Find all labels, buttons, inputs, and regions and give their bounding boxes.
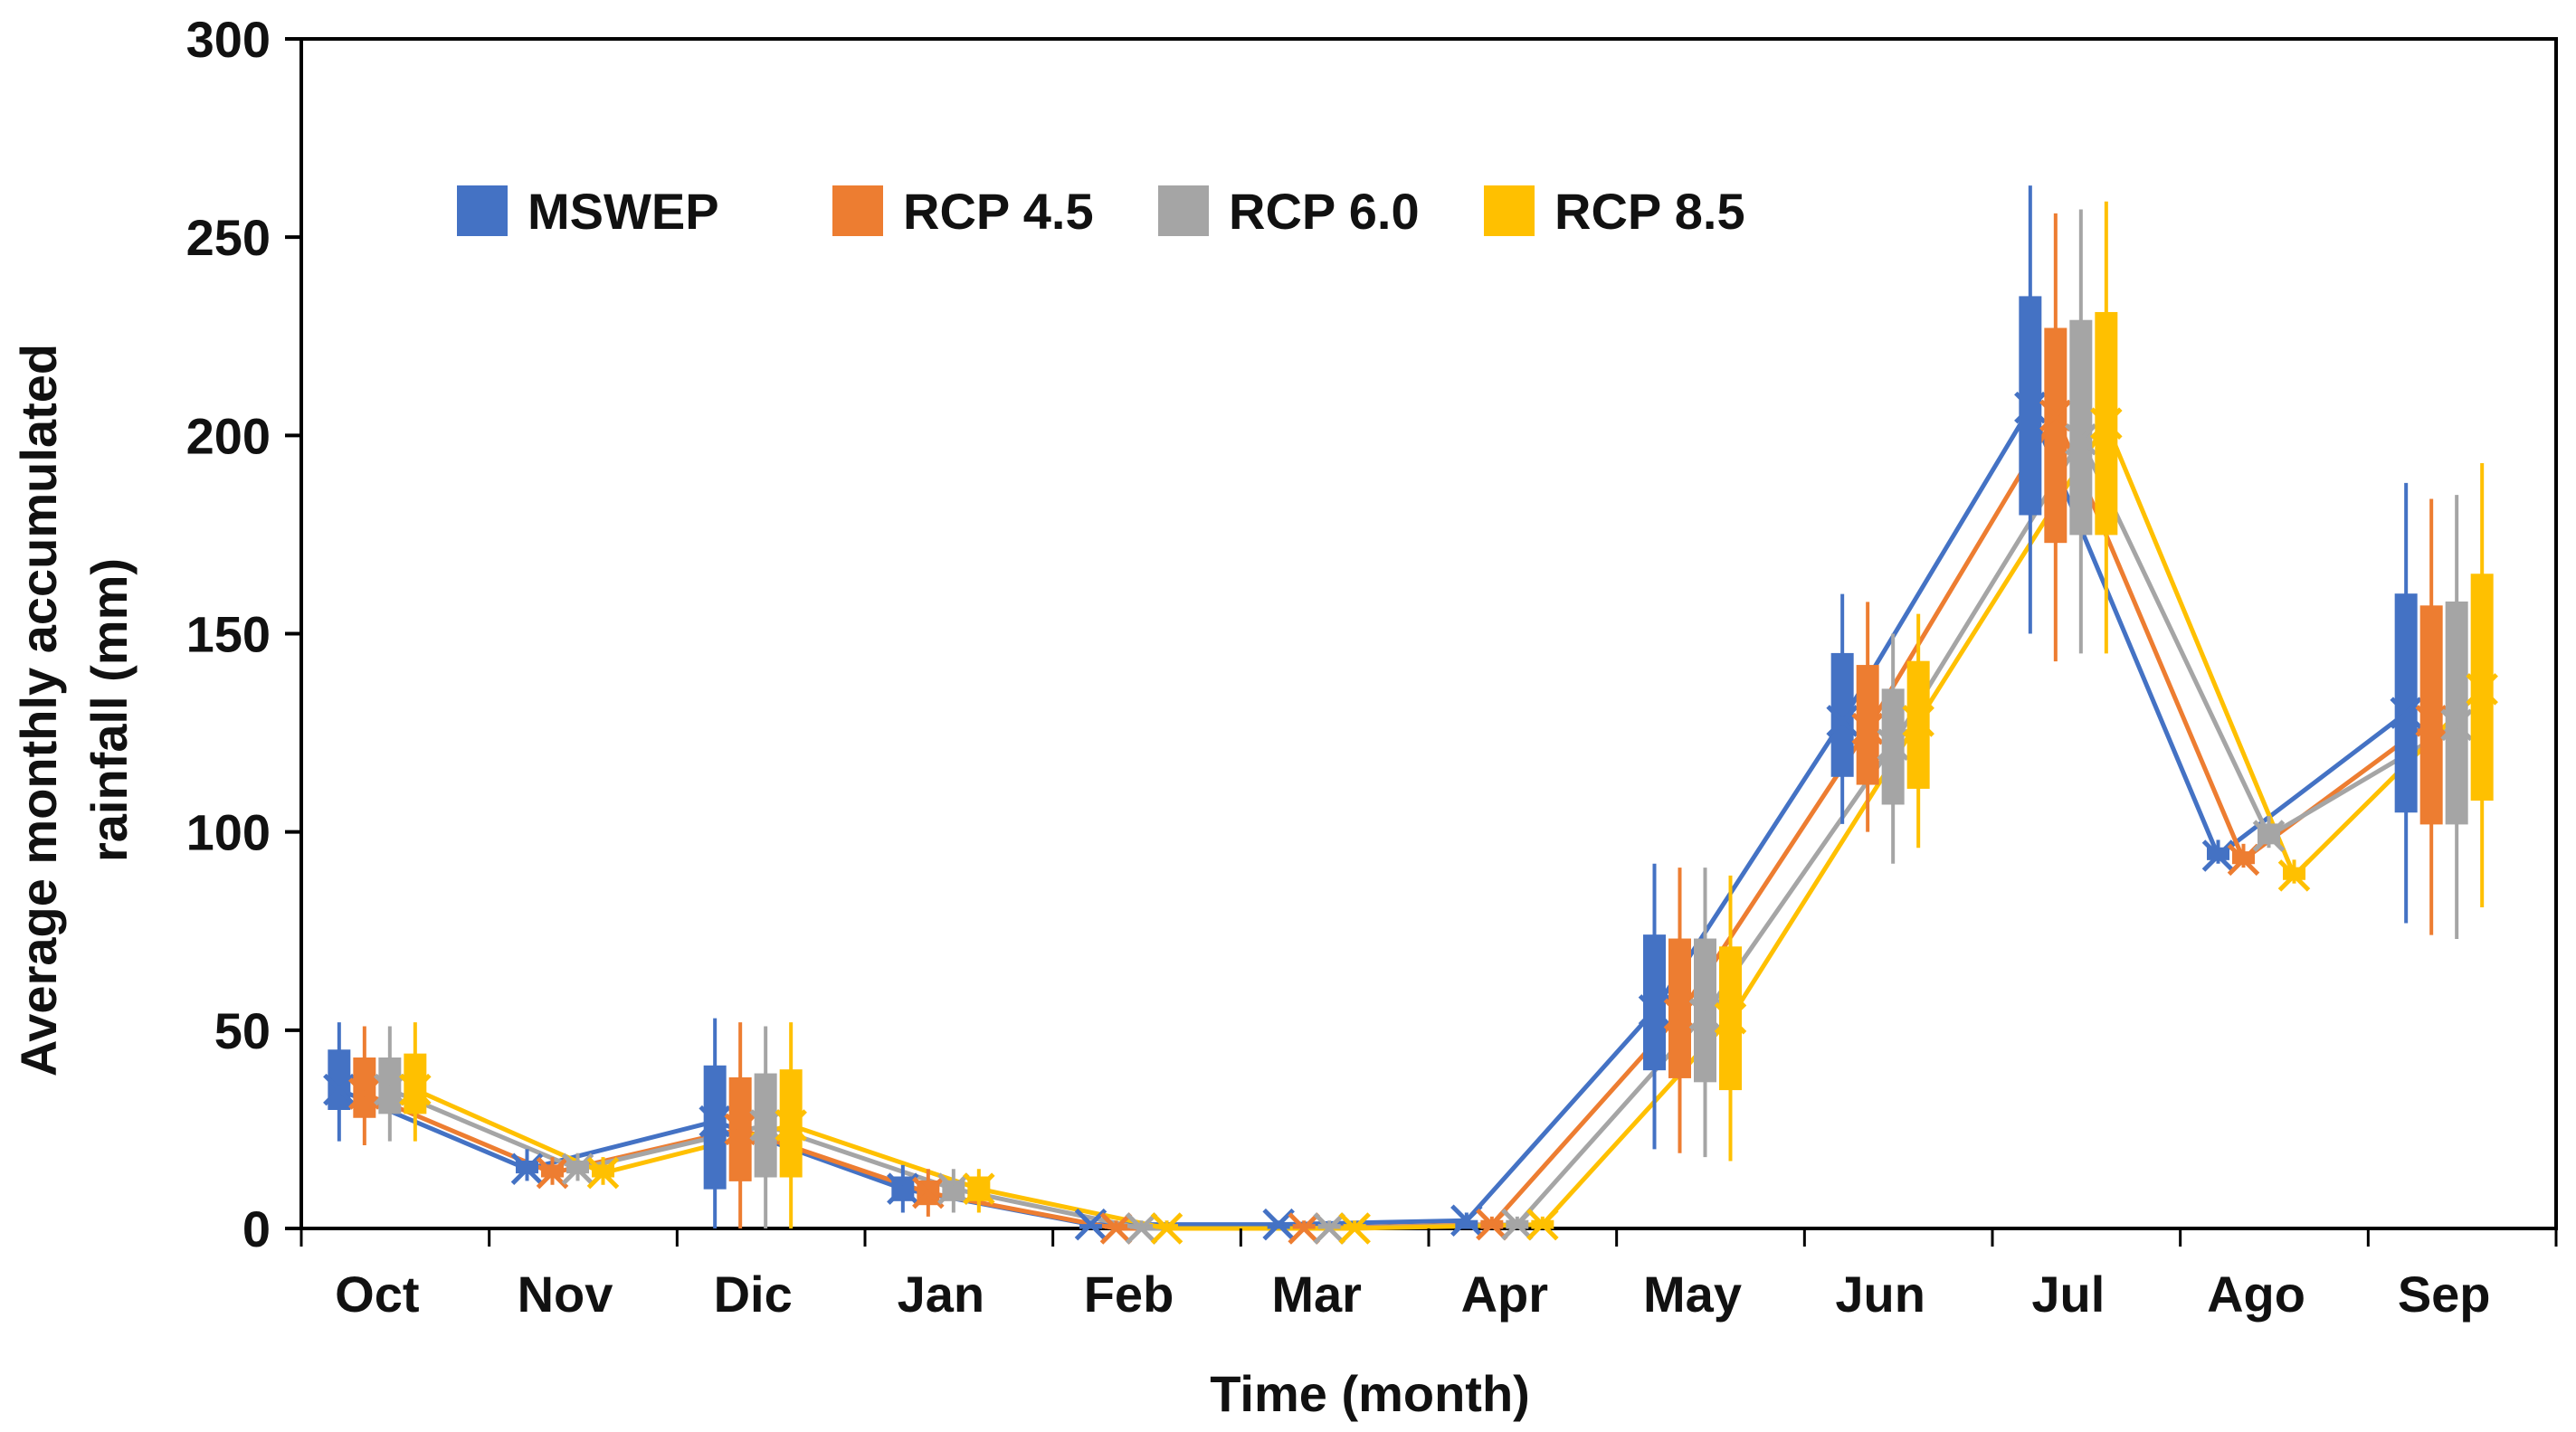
mean-marker [1877,728,1909,762]
mean-marker [1902,705,1934,737]
mean-marker [2390,697,2422,729]
legend-label: RCP 8.5 [1554,183,1745,240]
mean-marker [2252,820,2286,852]
mean-marker [2415,705,2448,737]
y-tick-label: 0 [242,1200,271,1257]
mean-marker [1826,705,1858,737]
box [1694,938,1716,1083]
mean-marker [2440,708,2473,742]
series-line [363,410,2433,1231]
mean-marker [1288,1212,1320,1245]
mean-marker [749,1109,782,1142]
mean-marker [775,1109,807,1142]
mean-marker [399,1073,432,1106]
mean-marker [963,1172,995,1205]
legend-label: RCP 4.5 [903,183,1094,240]
box [2044,327,2067,544]
x-tick-label: Feb [1084,1266,1174,1323]
legend-label: RCP 6.0 [1229,183,1420,240]
y-tick-label: 50 [214,1002,271,1059]
y-tick-label: 150 [186,606,271,663]
mean-marker [1262,1208,1295,1241]
legend-label: MSWEP [528,183,719,240]
series-line [388,434,2458,1231]
mean-marker [937,1172,970,1205]
mean-marker [586,1156,620,1190]
mean-marker [1313,1212,1345,1245]
y-tick-label: 250 [186,209,271,266]
x-tick-label: Jul [2031,1266,2105,1323]
mean-marker [2014,391,2047,424]
mean-marker [699,1105,731,1138]
mean-marker [1450,1204,1483,1237]
x-tick-label: Jun [1835,1266,1925,1323]
x-tick-label: Jan [898,1266,985,1323]
y-axis-title-line-1: Average monthly accumulated [10,344,67,1076]
mean-marker [1688,998,1722,1031]
mean-marker [2277,859,2311,892]
mean-marker [510,1152,544,1186]
mean-marker [323,1073,356,1106]
mean-marker [1150,1212,1183,1245]
mean-marker [1526,1208,1559,1241]
mean-marker [1338,1212,1371,1245]
mean-marker [724,1113,756,1146]
y-tick-label: 100 [186,804,271,861]
x-tick-label: May [1643,1266,1742,1323]
box [1906,660,1930,789]
mean-marker [1125,1212,1158,1245]
x-axis-title: Time (month) [1210,1365,1530,1422]
mean-marker [887,1172,919,1205]
legend-swatch [1158,185,1209,236]
mean-marker [2090,407,2123,440]
mean-marker [2466,673,2498,706]
y-tick-label: 200 [186,407,271,464]
box [378,1057,402,1114]
mean-marker [2201,839,2235,872]
legend-swatch [457,185,508,236]
mean-marker [1074,1208,1107,1241]
box [2445,601,2468,825]
mean-marker [1501,1208,1534,1241]
x-tick-label: Oct [335,1266,419,1323]
x-tick-label: Sep [2398,1266,2491,1323]
x-tick-label: Dic [714,1266,793,1323]
mean-marker [1476,1208,1508,1241]
x-tick-label: Nov [518,1266,613,1323]
x-tick-label: Ago [2207,1266,2305,1323]
x-tick-label: Apr [1461,1266,1548,1323]
box [2019,296,2042,516]
mean-marker [2227,843,2260,877]
mean-marker [1638,994,1671,1027]
mean-marker [1663,998,1697,1031]
mean-marker [348,1077,381,1110]
x-tick-label: Mar [1271,1266,1362,1323]
box [1856,665,1879,785]
mean-marker [374,1073,406,1106]
legend-swatch [1484,185,1535,236]
y-tick-label: 300 [186,11,271,68]
mean-marker [912,1176,945,1209]
mean-marker [561,1152,594,1186]
legend-swatch [832,185,883,236]
mean-marker [2065,422,2097,456]
mean-marker [1714,1001,1747,1035]
box [2069,319,2093,536]
mean-marker [536,1156,569,1190]
y-axis-title-line-2: rainfall (mm) [81,558,138,862]
mean-marker [1099,1212,1133,1245]
mean-marker [1851,712,1884,745]
mean-marker [2039,399,2072,432]
